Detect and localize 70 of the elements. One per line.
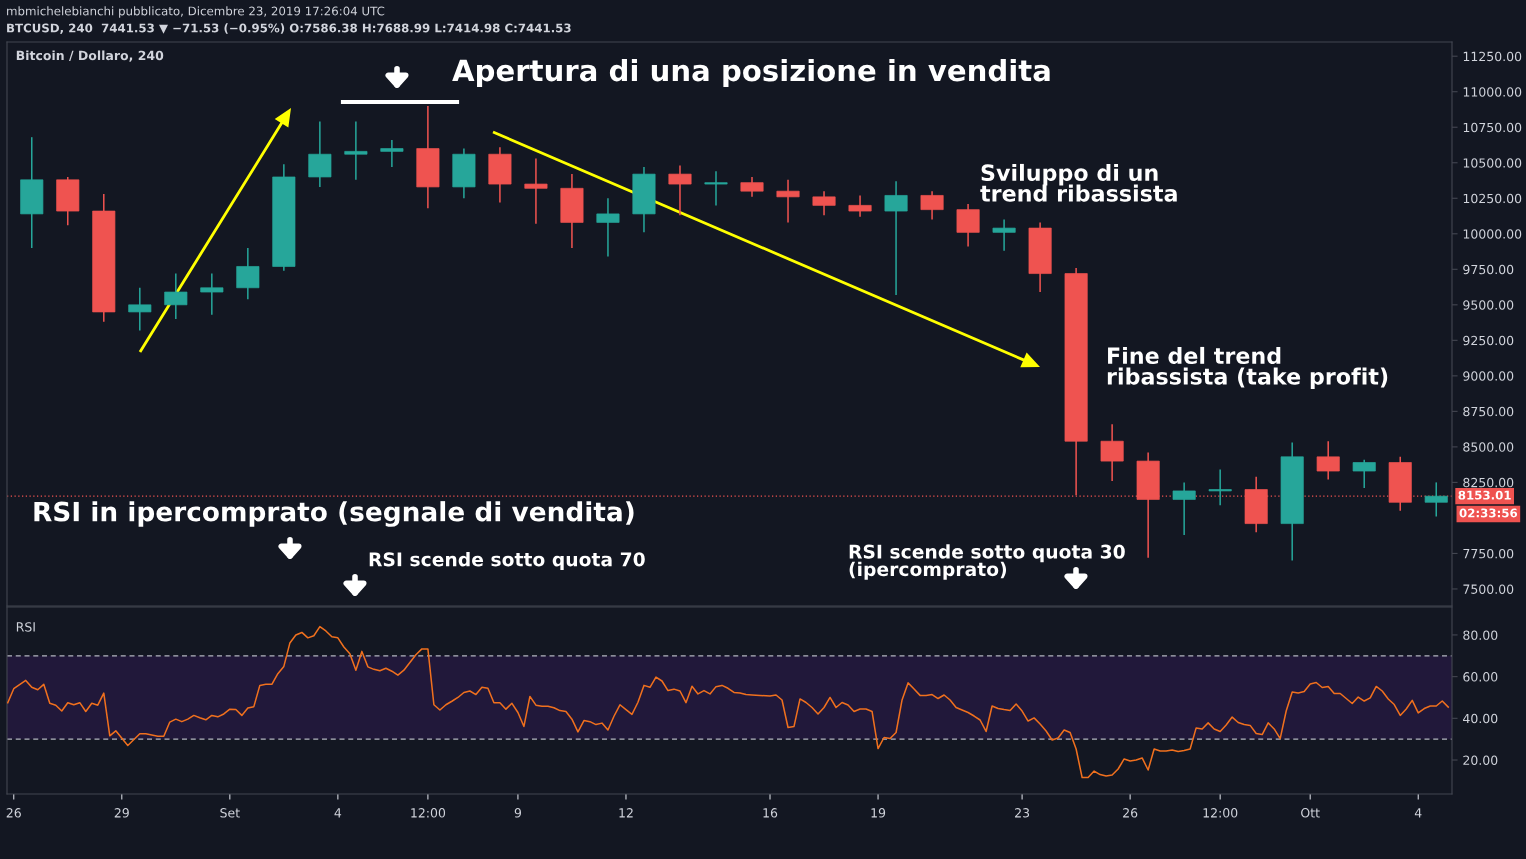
y-tick-label: 40.00 bbox=[1463, 713, 1498, 724]
annotation: Fine del trend ribassista (take profit) bbox=[1107, 346, 1388, 390]
text: BTCUSD, 240 7441.53 ▼ −71.53 (−0.95%) O:7586.38 H:7688.99 L:7414.98 C:7441.53 bbox=[7, 23, 571, 34]
y-tick-label: 9750.00 bbox=[1463, 264, 1514, 275]
candlestick bbox=[1352, 458, 1376, 489]
candlestick bbox=[1208, 468, 1232, 506]
x-tick-label: 26 bbox=[6, 808, 21, 818]
y-tick-label: 9250.00 bbox=[1463, 335, 1514, 346]
annotation: RSI scende sotto quota 30 (ipercomprato) bbox=[849, 544, 1125, 580]
x-tick-label: 4 bbox=[334, 808, 342, 818]
text: RSI bbox=[16, 622, 35, 632]
y-tick-label: 9500.00 bbox=[1463, 300, 1514, 310]
candlestick bbox=[992, 218, 1016, 252]
candlestick bbox=[956, 203, 980, 248]
x-tick-label: 9 bbox=[514, 808, 522, 818]
y-tick-label: 10000.00 bbox=[1463, 229, 1522, 239]
candlestick bbox=[884, 180, 908, 296]
y-tick-label: 7750.00 bbox=[1463, 548, 1514, 559]
candlestick bbox=[812, 190, 836, 217]
candlestick bbox=[1172, 481, 1196, 536]
x-tick-label: 12:00 bbox=[1203, 808, 1238, 818]
x-tick-label: 29 bbox=[114, 808, 129, 818]
y-tick-label: 10500.00 bbox=[1463, 158, 1522, 168]
annotation: Sviluppo di un trend ribassista bbox=[980, 163, 1177, 202]
candlestick bbox=[380, 139, 404, 168]
candlestick bbox=[200, 272, 224, 316]
y-tick-label: 60.00 bbox=[1463, 672, 1498, 682]
x-tick-label: Ott bbox=[1301, 808, 1320, 818]
x-tick-label: 4 bbox=[1414, 808, 1422, 818]
candlestick bbox=[704, 170, 728, 207]
annotation: Apertura di una posizione in vendita bbox=[452, 58, 1050, 88]
y-tick-label: 20.00 bbox=[1463, 755, 1498, 765]
annotation: RSI scende sotto quota 70 bbox=[369, 551, 645, 571]
candlestick bbox=[236, 247, 260, 300]
y-tick-label: 10750.00 bbox=[1463, 122, 1522, 133]
candlestick bbox=[308, 120, 332, 188]
x-tick-label: 12:00 bbox=[411, 808, 446, 818]
candlestick bbox=[740, 176, 764, 198]
x-tick-label: 16 bbox=[763, 808, 778, 818]
x-tick-label: Set bbox=[220, 808, 240, 818]
y-tick-label: 8500.00 bbox=[1463, 442, 1514, 452]
x-tick-label: 26 bbox=[1123, 808, 1138, 818]
candlestick bbox=[344, 120, 368, 181]
candlestick bbox=[1316, 440, 1340, 481]
candlestick bbox=[668, 164, 692, 217]
text: 02:33:56 bbox=[1459, 508, 1518, 518]
candlestick bbox=[1100, 423, 1124, 482]
candlestick bbox=[1424, 481, 1448, 518]
y-tick-label: 80.00 bbox=[1463, 630, 1498, 640]
text: Bitcoin / Dollaro, 240 bbox=[16, 50, 164, 62]
y-tick-label: 8750.00 bbox=[1463, 406, 1514, 417]
candlestick bbox=[776, 179, 800, 224]
x-tick-label: 12 bbox=[619, 808, 633, 818]
y-tick-label: 9000.00 bbox=[1463, 371, 1514, 381]
text: mbmichelebianchi pubblicato, Dicembre 23, 2019 17:26:04 UTC bbox=[7, 6, 385, 18]
ref-line-label: 8153.01 bbox=[1458, 490, 1511, 500]
candlestick bbox=[128, 287, 152, 332]
y-tick-label: 10250.00 bbox=[1463, 193, 1522, 204]
candlestick bbox=[596, 197, 620, 258]
y-tick-label: 11250.00 bbox=[1463, 51, 1522, 62]
x-tick-label: 23 bbox=[1015, 808, 1030, 818]
candlestick bbox=[848, 194, 872, 218]
annotation: RSI in ipercomprato (segnale di vendita) bbox=[34, 501, 634, 527]
y-tick-label: 7500.00 bbox=[1463, 584, 1514, 594]
candlestick bbox=[920, 190, 944, 221]
x-tick-label: 19 bbox=[871, 808, 886, 818]
y-tick-label: 11000.00 bbox=[1463, 87, 1522, 97]
candlestick bbox=[164, 272, 188, 320]
candlestick bbox=[524, 157, 548, 225]
y-tick-label: 8250.00 bbox=[1463, 477, 1514, 488]
